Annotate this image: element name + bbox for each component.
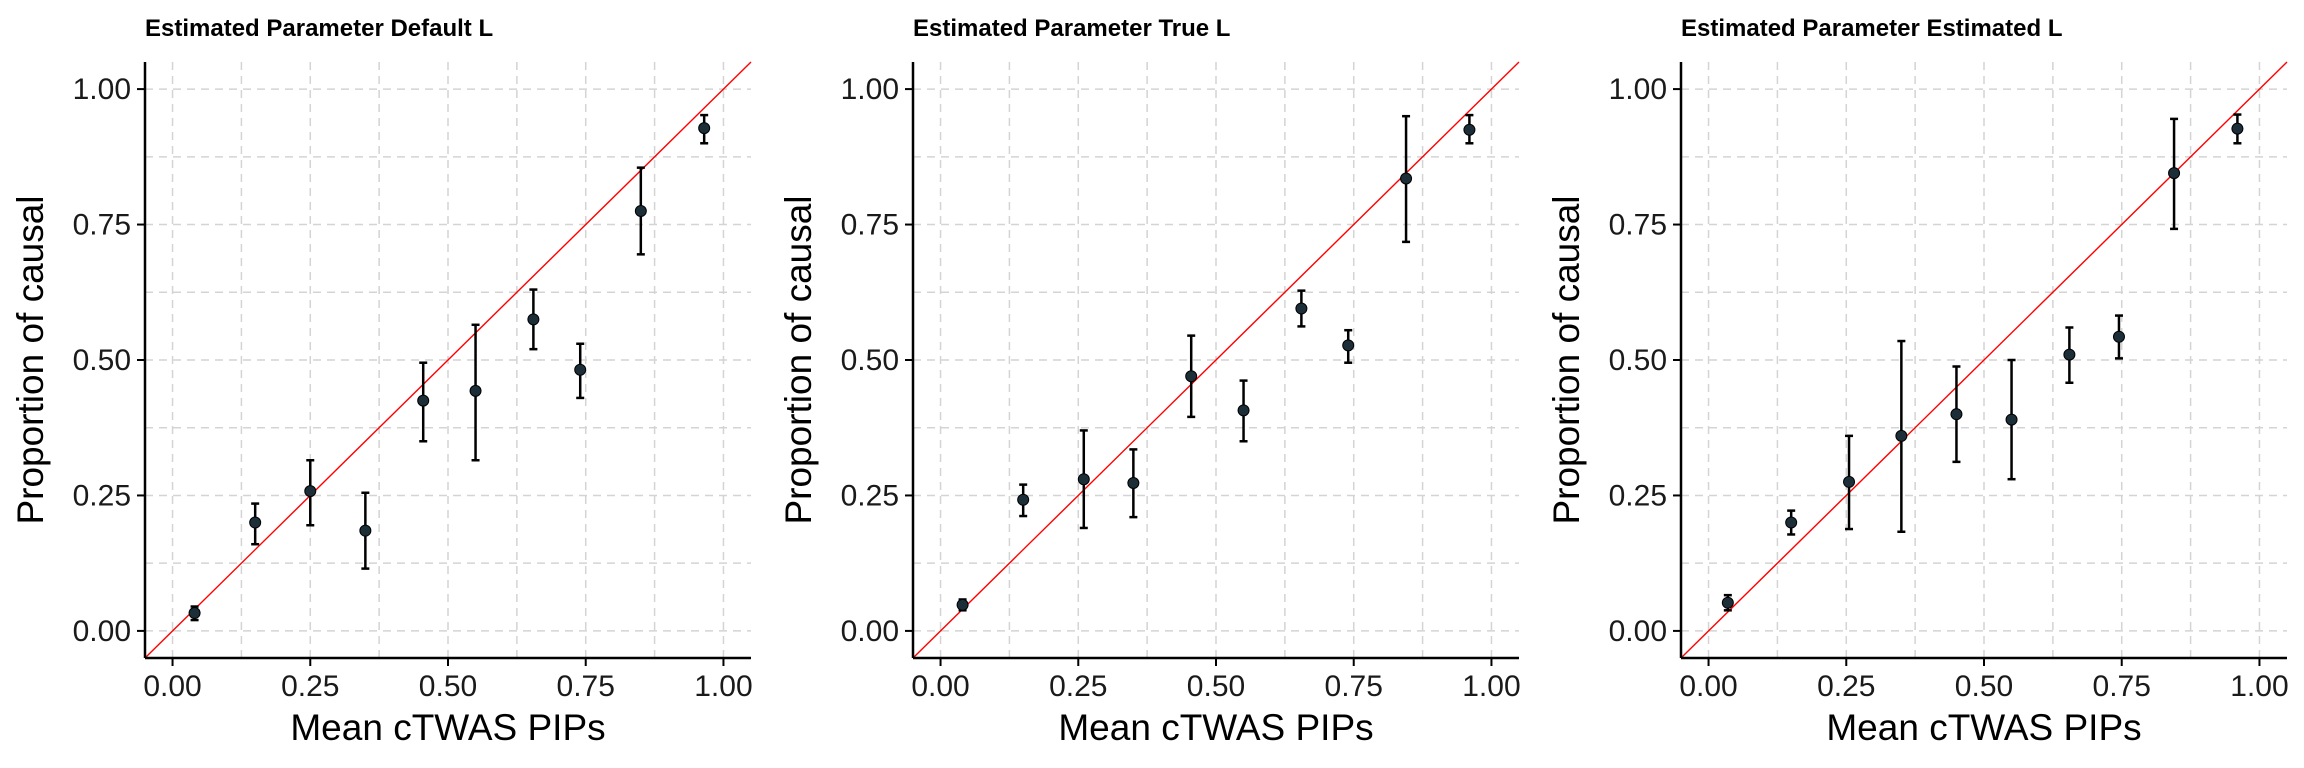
data-point bbox=[1895, 429, 1908, 442]
y-tick-label: 0.00 bbox=[73, 615, 131, 648]
y-tick-label: 0.50 bbox=[73, 344, 131, 377]
y-tick-label: 0.00 bbox=[1609, 615, 1667, 648]
data-point bbox=[417, 394, 430, 407]
chart-title: Estimated Parameter Default L bbox=[145, 15, 493, 42]
data-point bbox=[249, 516, 262, 529]
y-axis-title: Proportion of causal bbox=[778, 195, 819, 524]
data-point bbox=[2112, 330, 2125, 343]
data-point bbox=[2231, 122, 2244, 135]
y-tick-label: 1.00 bbox=[841, 73, 899, 106]
data-point bbox=[1950, 408, 1963, 421]
data-point bbox=[359, 524, 372, 537]
data-point bbox=[527, 313, 540, 326]
y-tick-label: 0.75 bbox=[841, 209, 899, 242]
x-axis-title: Mean cTWAS PIPs bbox=[1058, 707, 1373, 748]
data-point bbox=[634, 205, 647, 217]
x-tick-label: 1.00 bbox=[694, 670, 752, 703]
y-tick-label: 1.00 bbox=[1609, 73, 1667, 106]
x-tick-label: 1.00 bbox=[2230, 670, 2288, 703]
y-tick-label: 0.00 bbox=[841, 615, 899, 648]
y-tick-label: 0.50 bbox=[1609, 344, 1667, 377]
data-point bbox=[1721, 596, 1734, 609]
chart-panel-1: Estimated Parameter Default L 0.00 0.25 0.5… bbox=[10, 15, 753, 748]
x-tick-label: 0.25 bbox=[1817, 670, 1875, 703]
y-axis-title: Proportion of causal bbox=[1546, 195, 1587, 524]
x-tick-label: 0.75 bbox=[2093, 670, 2151, 703]
data-point bbox=[1185, 370, 1198, 383]
data-point bbox=[956, 598, 969, 611]
data-point bbox=[1237, 404, 1250, 417]
x-tick-label: 0.75 bbox=[1325, 670, 1383, 703]
y-axis-title: Proportion of causal bbox=[10, 195, 51, 524]
y-tick-label: 0.25 bbox=[841, 479, 899, 512]
data-point bbox=[304, 485, 317, 498]
y-tick-label: 0.50 bbox=[841, 344, 899, 377]
x-tick-label: 0.50 bbox=[419, 670, 477, 703]
data-point bbox=[1463, 123, 1476, 136]
chart-panel-2: Estimated Parameter True L 0.00 0.25 0.50 0.… bbox=[778, 15, 1521, 748]
x-axis-title: Mean cTWAS PIPs bbox=[290, 707, 605, 748]
y-tick-label: 1.00 bbox=[73, 73, 131, 106]
data-point bbox=[1843, 475, 1856, 488]
reference-line bbox=[912, 61, 1520, 659]
data-point bbox=[2063, 348, 2076, 361]
data-point bbox=[1295, 302, 1308, 315]
data-point bbox=[1400, 172, 1413, 185]
reference-line bbox=[144, 61, 752, 659]
data-point bbox=[1127, 476, 1140, 489]
x-tick-label: 0.50 bbox=[1187, 670, 1245, 703]
y-tick-label: 0.25 bbox=[73, 479, 131, 512]
data-point bbox=[1017, 493, 1030, 506]
y-tick-label: 0.75 bbox=[1609, 209, 1667, 242]
x-tick-label: 0.50 bbox=[1955, 670, 2013, 703]
x-tick-label: 0.25 bbox=[1049, 670, 1107, 703]
data-point bbox=[188, 607, 201, 620]
y-tick-label: 0.75 bbox=[73, 209, 131, 242]
data-point bbox=[574, 363, 587, 376]
data-point bbox=[1785, 516, 1798, 529]
data-point bbox=[469, 384, 482, 397]
x-tick-label: 0.00 bbox=[911, 670, 969, 703]
x-tick-label: 0.00 bbox=[143, 670, 201, 703]
x-tick-label: 0.25 bbox=[281, 670, 339, 703]
x-tick-label: 0.00 bbox=[1679, 670, 1737, 703]
x-tick-label: 0.75 bbox=[557, 670, 615, 703]
data-point bbox=[698, 122, 711, 135]
chart-panel-3: Estimated Parameter Estimated L 0.00 0.25 0… bbox=[1546, 15, 2289, 748]
chart-title: Estimated Parameter Estimated L bbox=[1681, 15, 2062, 42]
chart-title: Estimated Parameter True L bbox=[913, 15, 1230, 42]
data-point bbox=[2168, 167, 2181, 180]
data-point bbox=[1342, 339, 1355, 352]
x-tick-label: 1.00 bbox=[1462, 670, 1520, 703]
x-axis-title: Mean cTWAS PIPs bbox=[1826, 707, 2141, 748]
reference-line bbox=[1680, 61, 2288, 659]
data-point bbox=[2005, 413, 2018, 426]
y-tick-label: 0.25 bbox=[1609, 479, 1667, 512]
data-point bbox=[1077, 473, 1090, 486]
